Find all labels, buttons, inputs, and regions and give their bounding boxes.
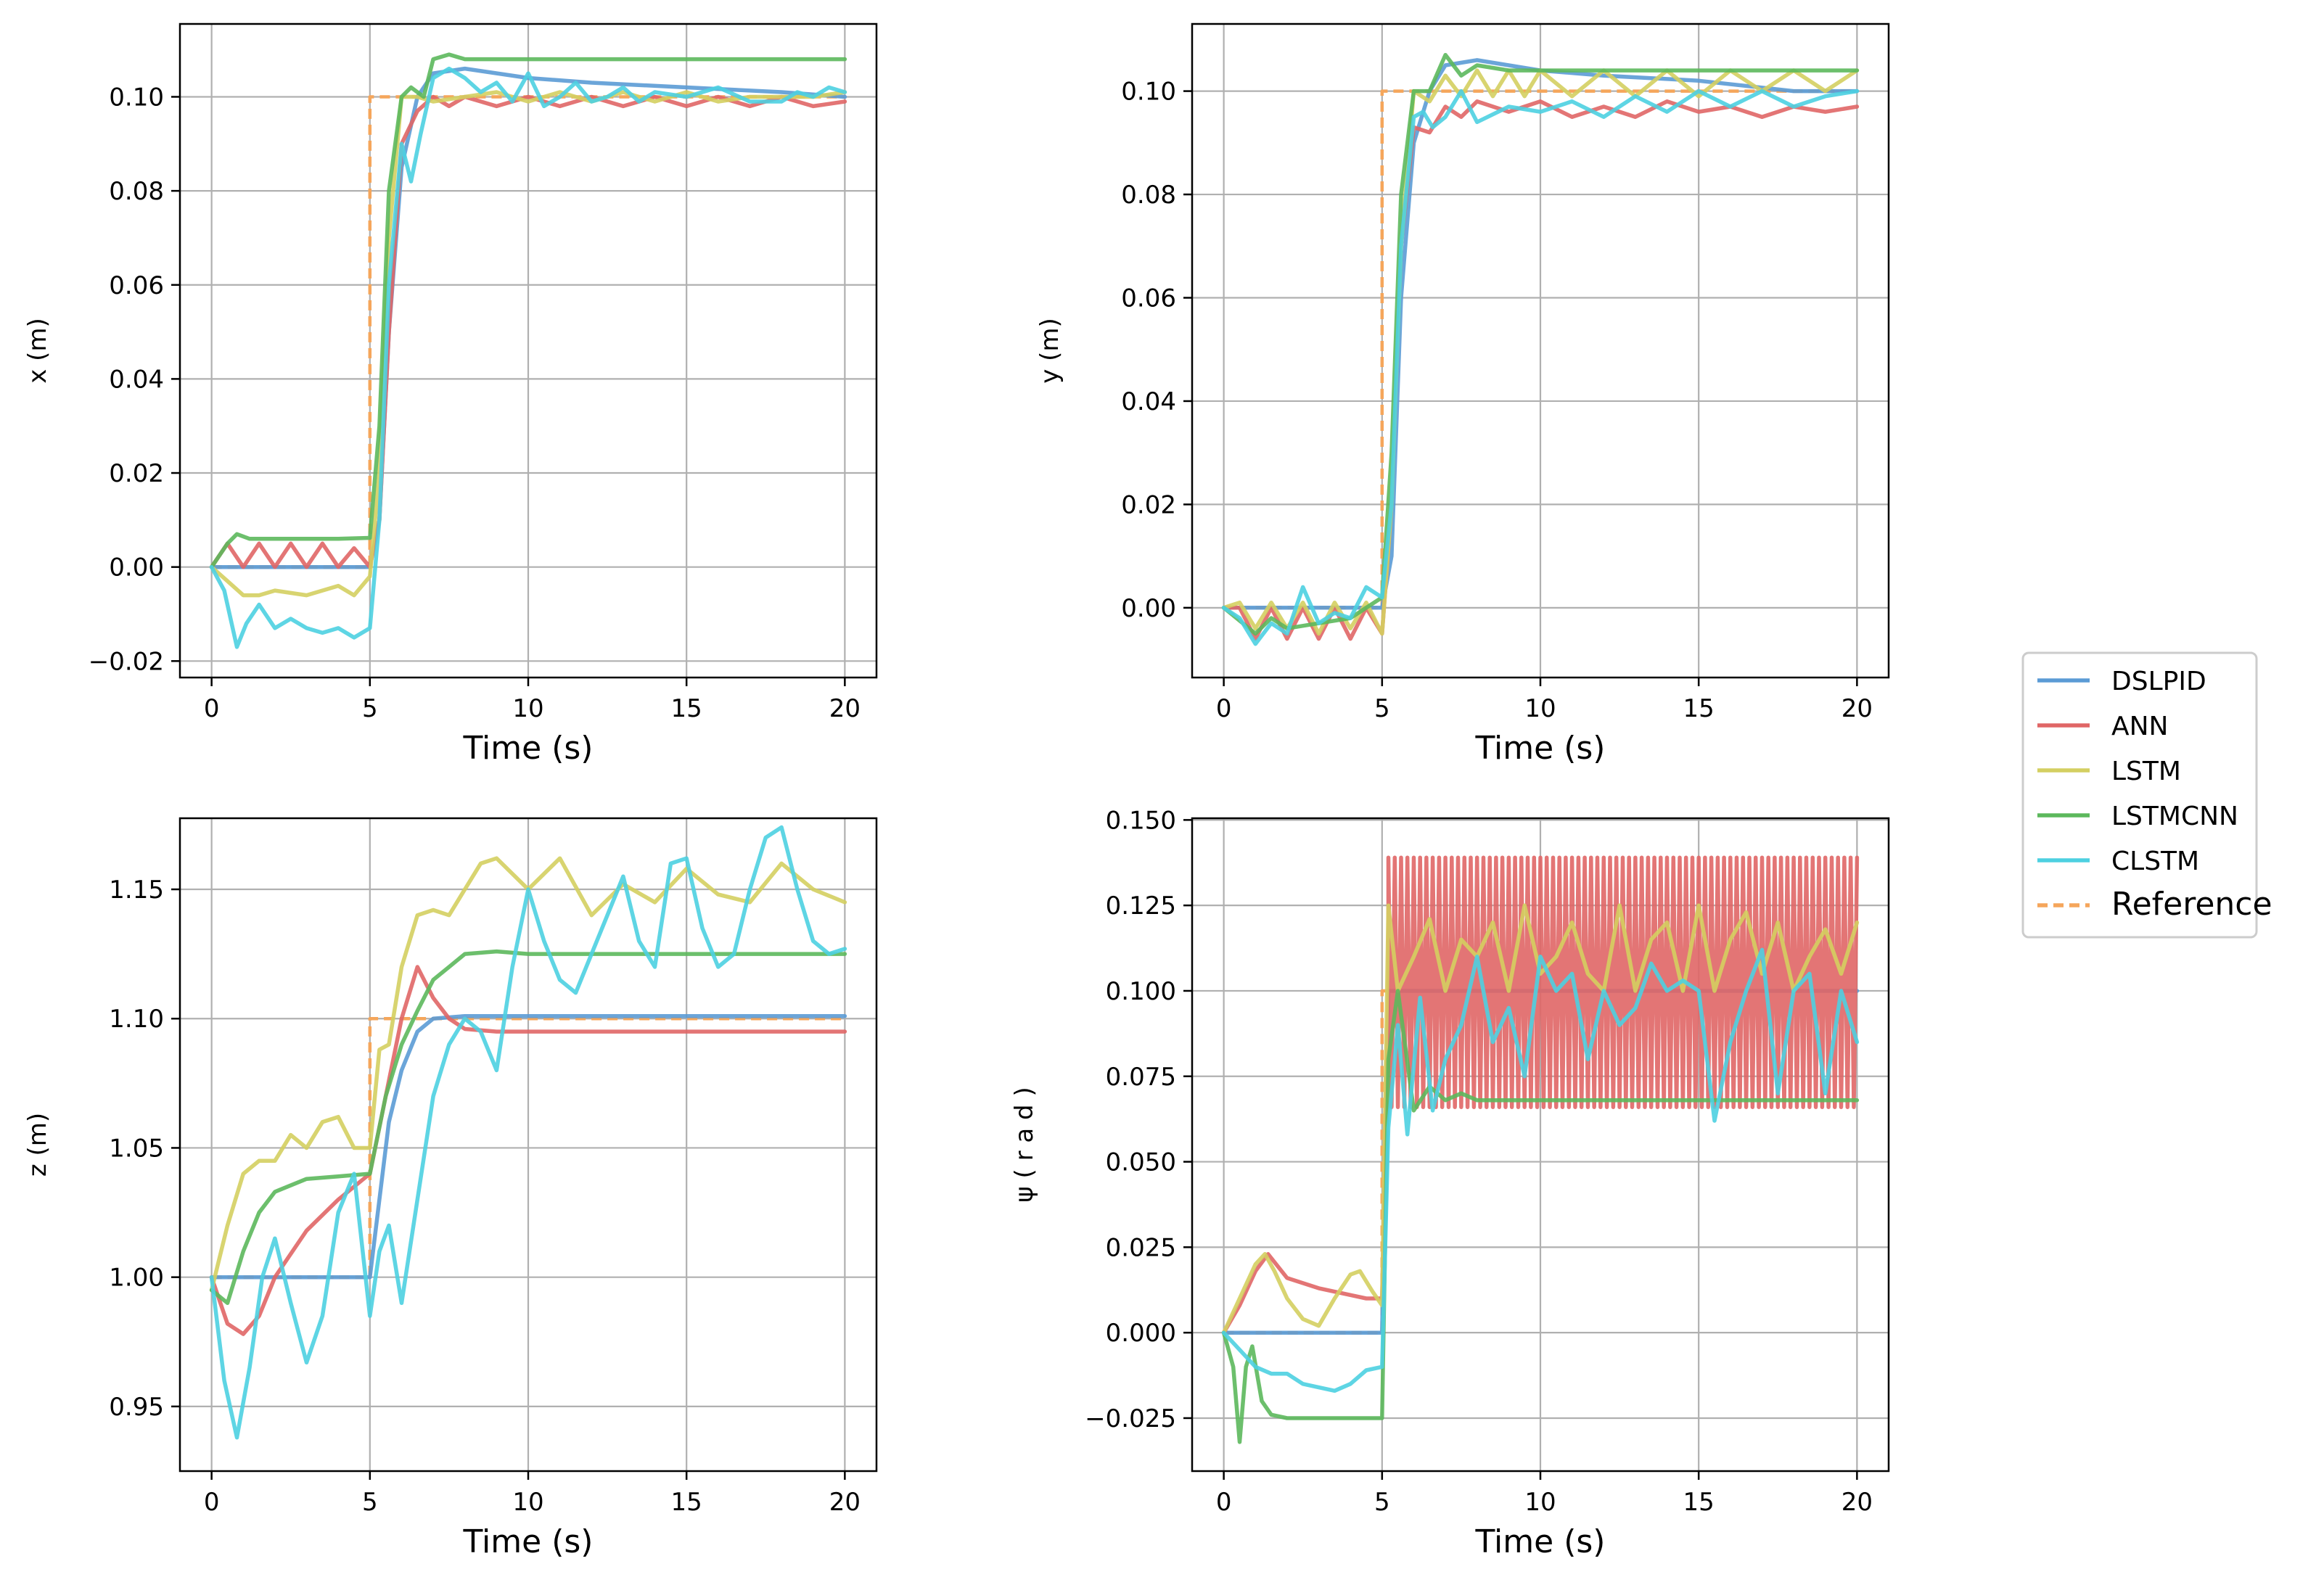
- z-plot: 0 5 10 15 20 0.95 1.00 1.05 1.10 1.15 Time (s) z (m…: [23, 817, 878, 1560]
- y-tick-label: 0.95: [109, 1393, 164, 1422]
- x-tick-label: 0: [204, 694, 220, 723]
- y-tick-label: 0.00: [1121, 594, 1176, 623]
- series-reference: [1223, 89, 1857, 610]
- x-tick-label: 20: [829, 1488, 861, 1517]
- legend-label: DSLPID: [2111, 667, 2206, 696]
- x-tick-label: 5: [1374, 1488, 1390, 1517]
- y-tick-label: 0.00: [109, 553, 164, 582]
- y-tick-label: 0.150: [1106, 806, 1176, 835]
- legend-item-clstm: CLSTM: [2037, 847, 2199, 876]
- series-clstm: [1221, 88, 1860, 646]
- series-group: [1221, 52, 1860, 646]
- legend-item-lstmcnn: LSTMCNN: [2037, 802, 2238, 831]
- x-plot: 0 5 10 15 20 −0.02 0.00 0.02 0.04 0.06 0.08 0.10 Tim…: [23, 22, 878, 767]
- series-lstmcnn: [209, 52, 847, 569]
- series-dslpid: [1221, 58, 1860, 610]
- x-axis-label: Time (s): [463, 1523, 594, 1560]
- y-tick-label: 0.100: [1106, 977, 1176, 1006]
- y-tick-label: −0.025: [1085, 1404, 1176, 1433]
- y-axis-label: y (m): [1035, 318, 1064, 384]
- y-tick-label: 0.025: [1106, 1233, 1176, 1262]
- legend-label: LSTMCNN: [2111, 802, 2238, 831]
- legend-label: LSTM: [2111, 757, 2181, 786]
- legend-item-dslpid: DSLPID: [2037, 667, 2206, 696]
- y-tick-label: −0.02: [89, 647, 164, 676]
- y-tick-label: 1.00: [109, 1264, 164, 1293]
- legend-label: CLSTM: [2111, 847, 2199, 876]
- y-tick-label: 1.10: [109, 1005, 164, 1034]
- y-tick-label: 0.08: [1121, 181, 1176, 210]
- x-tick-label: 0: [204, 1488, 220, 1517]
- series-group: [209, 825, 847, 1440]
- y-tick-label: 0.06: [109, 271, 164, 300]
- series-lstm: [209, 90, 847, 598]
- y-tick-label: 0.000: [1106, 1319, 1176, 1348]
- series-ann: [209, 94, 847, 569]
- x-tick-label: 15: [671, 694, 702, 723]
- series-dslpid: [209, 1013, 847, 1280]
- y-tick-label: 0.10: [1121, 78, 1176, 107]
- y-axis-label: ψ ( r a d ): [1010, 1087, 1039, 1202]
- series-lstm: [209, 856, 847, 1293]
- legend: DSLPID ANN LSTM LSTMCNN CLSTM Reference: [2021, 651, 2272, 939]
- grid: [180, 24, 876, 678]
- y-tick-label: 0.075: [1106, 1063, 1176, 1092]
- series-lstm: [1221, 68, 1860, 636]
- y-tick-label: 0.04: [109, 365, 164, 394]
- y-tick-label: 0.04: [1121, 387, 1176, 416]
- x-tick-label: 5: [1374, 694, 1390, 723]
- x-tick-label: 20: [1841, 1488, 1873, 1517]
- x-tick-label: 10: [1524, 694, 1556, 723]
- series-ann: [209, 965, 847, 1336]
- y-tick-label: 0.08: [109, 177, 164, 206]
- x-tick-label: 15: [671, 1488, 702, 1517]
- series-clstm: [209, 825, 847, 1440]
- x-axis-label: Time (s): [1475, 1523, 1606, 1560]
- series-group: [209, 52, 847, 649]
- series-lstmcnn: [1221, 52, 1860, 636]
- x-tick-label: 5: [362, 694, 378, 723]
- x-tick-label: 20: [829, 694, 861, 723]
- legend-label: ANN: [2111, 712, 2169, 741]
- legend-item-reference: Reference: [2037, 886, 2272, 923]
- y-tick-label: 0.125: [1106, 892, 1176, 921]
- grid: [1192, 24, 1889, 678]
- series-lstmcnn: [1221, 989, 1860, 1444]
- plots-layer: 0 5 10 15 20 −0.02 0.00 0.02 0.04 0.06 0.08 0.10 Tim…: [23, 22, 1890, 1560]
- y-tick-label: 0.06: [1121, 284, 1176, 313]
- legend-label: Reference: [2111, 886, 2272, 923]
- x-axis-label: Time (s): [463, 730, 594, 767]
- x-tick-label: 10: [512, 1488, 543, 1517]
- psi-plot: 0 5 10 15 20 −0.025 0.000 0.025 0.050 0.075 0.100 0…: [1010, 806, 1890, 1560]
- x-tick-label: 0: [1216, 1488, 1232, 1517]
- x-axis-label: Time (s): [1475, 730, 1606, 767]
- series-ann: [1221, 99, 1860, 641]
- series-lstm: [1221, 903, 1860, 1335]
- x-tick-label: 15: [1683, 694, 1715, 723]
- y-axis-label: z (m): [23, 1113, 52, 1177]
- y-tick-label: 0.10: [109, 83, 164, 112]
- legend-item-ann: ANN: [2037, 712, 2169, 741]
- x-tick-label: 10: [1524, 1488, 1556, 1517]
- series-clstm: [209, 66, 847, 649]
- x-tick-label: 15: [1683, 1488, 1715, 1517]
- series-clstm: [1221, 947, 1860, 1393]
- x-tick-label: 20: [1841, 694, 1873, 723]
- y-tick-label: 1.05: [109, 1134, 164, 1163]
- y-tick-label: 1.15: [109, 876, 164, 905]
- series-group: [1221, 855, 1860, 1444]
- y-tick-label: 0.02: [1121, 490, 1176, 519]
- y-plot: 0 5 10 15 20 0.00 0.02 0.04 0.06 0.08 0.10 Time (s)…: [1035, 22, 1890, 767]
- x-tick-label: 0: [1216, 694, 1232, 723]
- y-axis-label: x (m): [23, 318, 52, 384]
- y-tick-label: 0.02: [109, 459, 164, 488]
- series-lstmcnn: [209, 949, 847, 1306]
- y-tick-label: 0.050: [1106, 1148, 1176, 1177]
- x-tick-label: 10: [512, 694, 543, 723]
- x-tick-label: 5: [362, 1488, 378, 1517]
- legend-item-lstm: LSTM: [2037, 757, 2181, 786]
